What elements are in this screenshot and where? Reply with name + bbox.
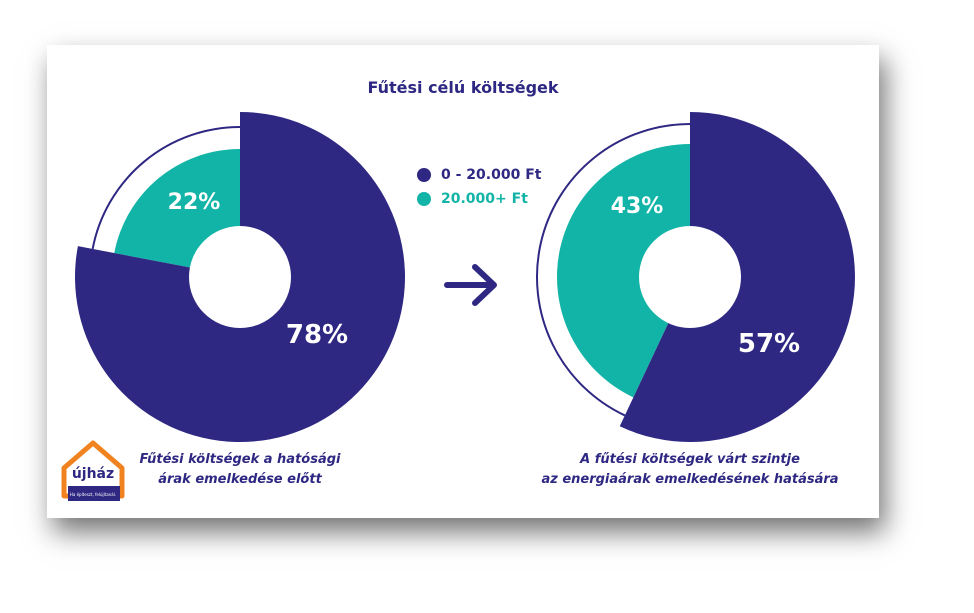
pie-2-label-low: 57% [738, 329, 800, 359]
pie-2-hole [639, 226, 741, 328]
caption-after: A fűtési költségek várt szintje az energ… [525, 450, 855, 490]
caption-after-line-2: az energiaárak emelkedésének hatására [541, 472, 839, 487]
legend: 0 - 20.000 Ft 20.000+ Ft [417, 163, 541, 211]
pie-1-label-low: 78% [286, 320, 348, 350]
legend-label-high: 20.000+ Ft [441, 191, 528, 207]
caption-before-line-1: Fűtési költségek a hatósági [139, 452, 341, 467]
pie-2-slice-high [557, 144, 690, 398]
pie-1-label-high: 22% [168, 190, 221, 215]
legend-item-high: 20.000+ Ft [417, 187, 541, 211]
legend-label-low: 0 - 20.000 Ft [441, 167, 542, 183]
legend-swatch-low [417, 168, 431, 182]
legend-swatch-high [417, 192, 431, 206]
caption-after-line-1: A fűtési költségek várt szintje [580, 452, 800, 467]
logo-tagline-text: Ha építeszt, felújítanál. [70, 492, 116, 497]
legend-item-low: 0 - 20.000 Ft [417, 163, 541, 187]
pie-chart-1: 78% 22% [74, 112, 405, 442]
charts-canvas: 78% 22% 57% 43% [74, 112, 855, 442]
caption-before-line-2: árak emelkedése előtt [158, 472, 322, 487]
ujhaz-logo: újház Ha építeszt, felújítanál. [61, 440, 125, 501]
caption-before: Fűtési költségek a hatósági árak emelked… [115, 450, 365, 490]
infographic-card: Fűtési célú költségek 78% 22% 57% 43% 0 - 2… [47, 45, 879, 518]
pie-chart-2: 57% 43% [536, 112, 855, 442]
pie-2-label-high: 43% [611, 194, 664, 219]
pie-2-outline-arc [536, 123, 691, 417]
pie-1-outline-arc [91, 126, 241, 250]
pie-1-hole [189, 226, 291, 328]
arrow-right-icon [444, 264, 497, 306]
logo-brand-text: újház [72, 466, 114, 482]
chart-title: Fűtési célú költségek [367, 78, 559, 97]
